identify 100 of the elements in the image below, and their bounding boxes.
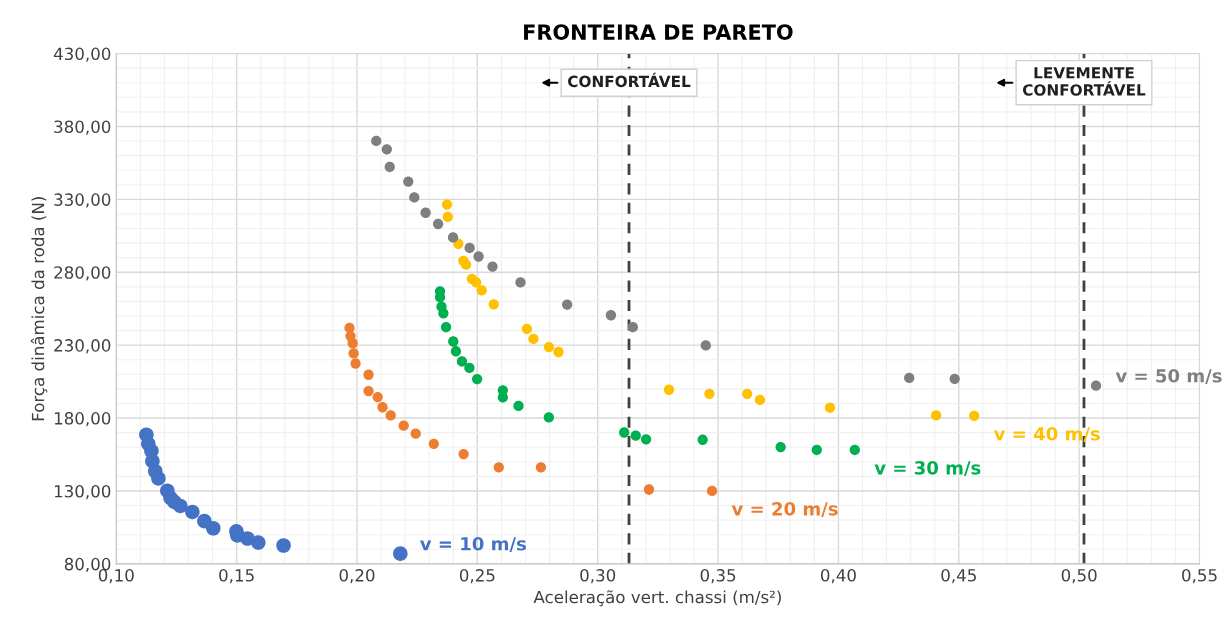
y-tick-label: 280,00	[54, 266, 111, 281]
point	[487, 261, 498, 272]
point	[251, 535, 266, 550]
point	[432, 218, 444, 230]
ref-line-label: LEVEMENTE CONFORTÁVEL	[1022, 67, 1146, 96]
point	[476, 285, 487, 296]
point	[931, 410, 942, 421]
point	[849, 444, 860, 456]
x-axis-title: Aceleração vert. chassi (m/s²)	[533, 590, 781, 607]
point	[348, 348, 359, 359]
point	[460, 259, 472, 270]
series-label: v = 20 m/s	[731, 501, 838, 518]
series-label: v = 10 m/s	[420, 536, 526, 552]
point	[372, 391, 383, 403]
x-tick-label: 0,55	[1182, 569, 1217, 584]
point	[384, 161, 395, 173]
y-axis-title: Força dinâmica da roda (N)	[30, 197, 48, 421]
point	[185, 504, 200, 520]
point	[904, 372, 915, 384]
point	[627, 322, 639, 333]
point	[697, 434, 708, 445]
point	[403, 176, 414, 187]
point	[441, 199, 453, 210]
point	[497, 392, 509, 403]
point	[206, 520, 221, 536]
y-tick-label: 230,00	[54, 339, 111, 354]
point	[663, 384, 675, 395]
point	[515, 277, 526, 288]
point	[471, 373, 483, 385]
point	[543, 341, 554, 353]
point	[493, 462, 504, 473]
y-tick-label: 430,00	[53, 47, 111, 62]
point	[438, 308, 449, 319]
point	[811, 444, 822, 456]
point	[363, 385, 374, 397]
point	[442, 211, 453, 222]
point	[754, 394, 766, 406]
point	[381, 144, 392, 155]
point	[1090, 380, 1102, 391]
point	[458, 448, 469, 460]
point	[700, 340, 711, 351]
point	[440, 322, 452, 333]
point	[410, 428, 421, 439]
point	[643, 484, 655, 495]
point	[605, 310, 617, 321]
point	[420, 207, 431, 218]
point	[969, 410, 980, 422]
point	[535, 462, 547, 473]
x-tick-label: 0,30	[580, 569, 616, 584]
series-label: v = 50 m/s	[1115, 368, 1222, 385]
point	[456, 356, 468, 367]
point	[151, 471, 166, 486]
point	[464, 362, 475, 374]
x-tick-label: 0,45	[941, 569, 976, 584]
point	[630, 430, 641, 441]
point	[409, 192, 420, 203]
point	[513, 400, 524, 412]
point	[562, 299, 573, 310]
point	[350, 358, 361, 369]
point	[385, 410, 396, 421]
point	[448, 336, 459, 347]
x-tick-label: 0,25	[459, 569, 495, 584]
point	[371, 135, 382, 147]
point	[447, 232, 459, 243]
y-tick-label: 180,00	[54, 412, 111, 427]
point	[521, 323, 533, 335]
y-tick-label: 330,00	[54, 193, 111, 208]
point	[398, 420, 409, 431]
point	[276, 538, 291, 553]
point	[173, 498, 188, 514]
point	[347, 338, 358, 349]
point	[553, 346, 564, 358]
point	[706, 485, 718, 497]
y-tick-label: 130,00	[54, 484, 111, 500]
x-tick-label: 0,15	[219, 569, 254, 584]
point	[543, 412, 554, 423]
y-tick-label: 380,00	[54, 120, 111, 135]
point	[775, 441, 786, 453]
point	[450, 346, 462, 357]
point	[393, 546, 408, 561]
point	[377, 402, 388, 413]
chart-title: FRONTEIRA DE PARETO	[524, 24, 793, 40]
point	[824, 402, 836, 413]
x-tick-label: 0,20	[339, 569, 375, 584]
point	[528, 333, 539, 345]
point	[428, 438, 439, 450]
point	[363, 369, 374, 380]
point	[488, 299, 499, 310]
point	[704, 388, 715, 399]
series-label: v = 40 m/s	[993, 426, 1100, 442]
point	[742, 388, 753, 399]
point	[640, 434, 652, 445]
point	[619, 427, 630, 438]
point	[464, 242, 475, 254]
ref-line-label: CONFORTÁVEL	[568, 72, 691, 88]
series-label: v = 30 m/s	[874, 461, 981, 477]
x-tick-label: 0,35	[700, 569, 736, 584]
x-tick-label: 0,50	[1061, 569, 1097, 584]
point	[471, 277, 482, 288]
point	[473, 251, 484, 262]
